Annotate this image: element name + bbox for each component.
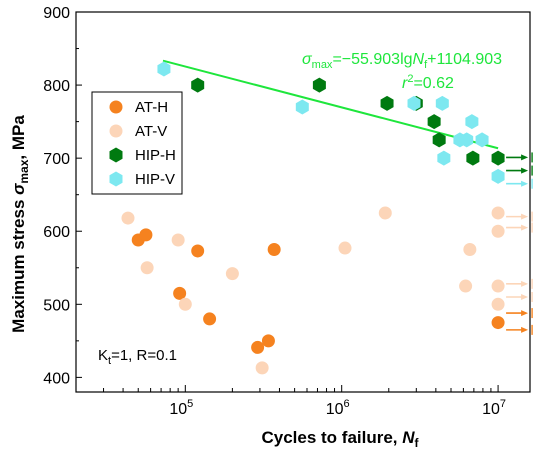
legend-item-at-h: AT-H <box>109 99 168 116</box>
point-at-v <box>491 224 505 238</box>
point-at-v <box>338 241 352 255</box>
point-hip-h <box>466 150 480 166</box>
fit-r-squared: r2=0.62 <box>402 73 454 92</box>
runout-arrow-at-v <box>506 222 533 233</box>
runout-arrows-layer <box>506 152 533 335</box>
point-hip-v <box>437 150 451 166</box>
point-at-v <box>491 206 505 220</box>
point-hip-v <box>465 114 479 130</box>
y-tick-label: 700 <box>43 151 70 168</box>
point-at-h <box>251 340 265 354</box>
legend-item-hip-v: HIP-V <box>109 171 175 188</box>
runout-arrow-hip-h <box>506 152 533 163</box>
runout-arrow-at-v <box>506 211 533 222</box>
legend-item-at-v: AT-V <box>109 123 167 140</box>
runout-arrow-hip-v <box>506 178 533 189</box>
point-hip-v <box>407 95 421 111</box>
x-tick-label: 106 <box>326 398 350 418</box>
point-hip-h <box>191 77 205 93</box>
runout-arrow-hip-h <box>506 165 533 176</box>
point-at-v <box>255 361 269 375</box>
point-hip-h <box>380 95 394 111</box>
fit-equation: σmax=−55.903lgNf+1104.903 <box>302 51 502 71</box>
test-condition-annotation: Kt=1, R=0.1 <box>98 347 177 367</box>
x-tick-label: 107 <box>482 398 506 418</box>
point-hip-v <box>295 99 309 115</box>
y-axis-title: Maximum stress σmax, MPa <box>9 115 31 333</box>
fit-line-layer <box>162 59 499 150</box>
legend-label-hip-h: HIP-H <box>135 147 176 164</box>
legend-label-at-h: AT-H <box>135 99 168 116</box>
point-at-h <box>491 316 505 330</box>
point-hip-h <box>432 132 446 148</box>
point-at-h <box>191 244 205 258</box>
runout-arrow-at-h <box>506 324 533 335</box>
legend-label-at-v: AT-V <box>135 123 167 140</box>
point-at-v <box>178 297 192 311</box>
y-tick-label: 800 <box>43 78 70 95</box>
point-at-v <box>459 279 473 293</box>
point-hip-h <box>427 114 441 130</box>
legend-marker-at-h <box>109 100 123 114</box>
point-at-v <box>225 267 239 281</box>
runout-arrow-at-v <box>506 292 533 302</box>
point-at-v <box>491 279 505 293</box>
point-at-v <box>171 233 185 247</box>
point-at-v <box>463 243 477 256</box>
point-at-h <box>267 243 281 256</box>
legend-label-hip-v: HIP-V <box>135 171 175 188</box>
y-tick-label: 400 <box>43 370 70 387</box>
legend-marker-hip-v <box>109 171 123 187</box>
point-at-h <box>139 228 153 242</box>
legend: AT-H AT-V HIP-H HIP-V <box>91 91 183 195</box>
legend-box <box>91 91 183 195</box>
y-tick-label: 500 <box>43 297 70 314</box>
point-hip-h <box>491 150 505 166</box>
legend-marker-at-v <box>109 124 123 138</box>
y-tick-label: 600 <box>43 224 70 241</box>
point-hip-v <box>460 132 474 148</box>
x-tick-label: 105 <box>169 398 193 418</box>
point-hip-v <box>435 95 449 111</box>
point-at-v <box>491 297 505 311</box>
runout-arrow-at-v <box>506 278 533 289</box>
axis-ticks: 400 500 600 700 800 900 105 106 107 <box>43 5 506 418</box>
runout-arrow-at-h <box>506 308 533 319</box>
point-hip-v <box>491 168 505 184</box>
point-hip-h <box>312 77 326 93</box>
point-hip-v <box>475 132 489 148</box>
point-at-v <box>140 261 154 275</box>
y-tick-label: 900 <box>43 5 70 22</box>
data-points-layer <box>121 61 505 375</box>
x-axis-title: Cycles to failure, Nf <box>261 428 419 450</box>
point-hip-v <box>157 61 171 77</box>
fit-line <box>162 59 499 150</box>
point-at-h <box>173 286 187 300</box>
point-at-v <box>121 211 135 225</box>
point-at-h <box>261 334 275 348</box>
point-at-v <box>378 206 392 220</box>
plot-area-frame <box>75 11 531 393</box>
legend-marker-hip-h <box>109 147 123 163</box>
point-at-h <box>203 312 217 326</box>
legend-item-hip-h: HIP-H <box>109 147 176 164</box>
